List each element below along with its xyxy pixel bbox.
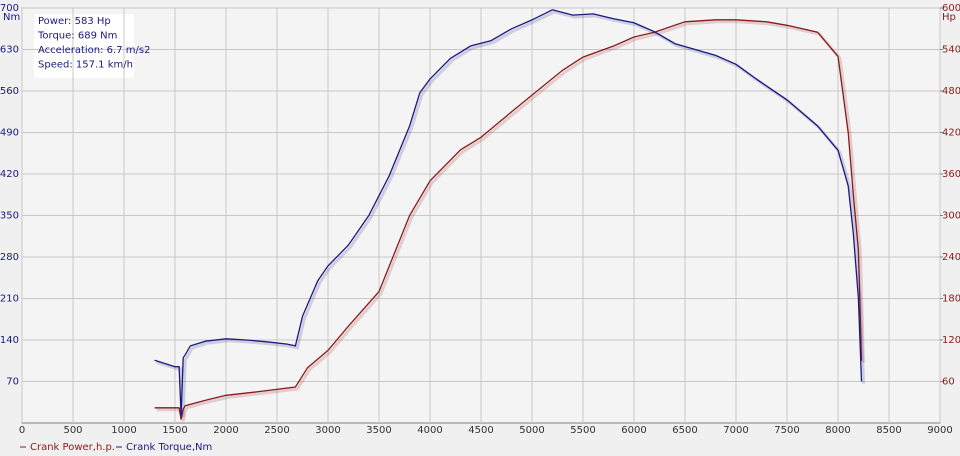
- x-tick-label: 9000: [927, 425, 952, 436]
- y-tick-label: 140: [0, 335, 19, 346]
- x-tick-label: 8500: [876, 425, 901, 436]
- x-tick-label: 3500: [366, 425, 391, 436]
- x-tick-label: 4000: [417, 425, 442, 436]
- y2-tick-label: 540: [942, 45, 960, 56]
- y2-tick-label: 180: [942, 294, 960, 305]
- info-text: Torque: 689 Nm: [37, 31, 117, 42]
- x-tick-label: 2500: [264, 425, 289, 436]
- y-tick-label: 560: [0, 86, 19, 97]
- x-tick-label: 8000: [825, 425, 850, 436]
- y2-tick-label: 480: [942, 86, 960, 97]
- y2-tick-label: 360: [942, 169, 960, 180]
- legend-label: Crank Torque,Nm: [126, 442, 212, 453]
- x-tick-label: 2000: [213, 425, 238, 436]
- y-axis-label: Nm: [3, 12, 20, 23]
- x-tick-label: 6500: [672, 425, 697, 436]
- info-box: [34, 14, 134, 78]
- y2-axis-label: Hp: [942, 12, 956, 23]
- info-text: Power: 583 Hp: [38, 16, 111, 27]
- x-tick-label: 3000: [315, 425, 340, 436]
- line-shadow: [156, 20, 865, 422]
- y-tick-label: 210: [0, 294, 19, 305]
- x-tick-label: 0: [19, 425, 25, 436]
- x-tick-label: 1500: [162, 425, 187, 436]
- x-tick-label: 5500: [570, 425, 595, 436]
- y-tick-label: 490: [0, 128, 19, 139]
- y-tick-label: 70: [6, 377, 19, 388]
- y-tick-label: 280: [0, 252, 19, 263]
- series-line: [154, 19, 863, 420]
- x-tick-label: 500: [63, 425, 82, 436]
- legend-label: Crank Power,h.p.: [30, 442, 115, 453]
- series-line: [154, 9, 863, 416]
- y2-tick-label: 420: [942, 128, 960, 139]
- x-tick-label: 1000: [111, 425, 136, 436]
- info-text: Speed: 157.1 km/h: [38, 60, 133, 71]
- y2-tick-label: 60: [942, 377, 955, 388]
- y2-tick-label: 300: [942, 211, 960, 222]
- x-tick-label: 4500: [468, 425, 493, 436]
- y2-tick-label: 600: [942, 3, 960, 14]
- y-tick-label: 420: [0, 169, 19, 180]
- x-tick-label: 7500: [774, 425, 799, 436]
- y-tick-label: 700: [0, 3, 19, 14]
- x-tick-label: 6000: [621, 425, 646, 436]
- y-tick-label: 630: [0, 45, 19, 56]
- x-tick-label: 7000: [723, 425, 748, 436]
- y2-tick-label: 120: [942, 335, 960, 346]
- info-text: Acceleration: 6.7 m/s2: [38, 45, 150, 56]
- y-tick-label: 350: [0, 211, 19, 222]
- x-tick-label: 5000: [519, 425, 544, 436]
- y2-tick-label: 240: [942, 252, 960, 263]
